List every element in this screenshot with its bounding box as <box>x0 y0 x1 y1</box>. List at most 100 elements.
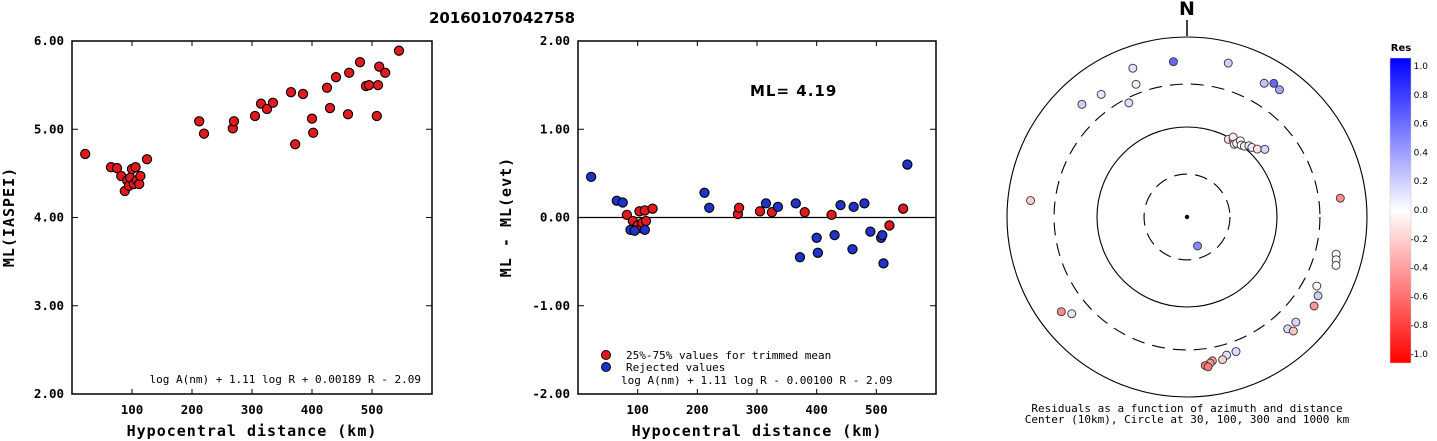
data-point <box>585 171 597 183</box>
x-axis-label: Hypocentral distance (km) <box>127 422 378 440</box>
distance-rings <box>1006 36 1368 398</box>
x-tick-label: 100 <box>626 402 649 417</box>
data-point <box>393 45 405 56</box>
distance-ring <box>1143 173 1231 261</box>
data-point <box>324 102 336 114</box>
data-point <box>306 113 318 124</box>
data-point <box>261 103 273 115</box>
legend-label-rejected: Rejected values <box>626 361 725 374</box>
residual-point <box>1291 317 1301 327</box>
residual-point <box>1288 326 1298 336</box>
formula-annotation: log A(nm) + 1.11 log R - 0.00100 R - 2.0… <box>621 374 893 387</box>
residual-point <box>1313 291 1323 301</box>
residual-point <box>1203 362 1213 372</box>
x-axis-label: Hypocentral distance (km) <box>632 422 883 440</box>
legend-marker-trimmed <box>601 350 611 360</box>
data-point <box>354 57 366 68</box>
residual-point <box>1309 301 1319 311</box>
epicenter-marker <box>1184 214 1190 220</box>
colorbar-gradient <box>1389 57 1412 364</box>
y-axis-label: ML - ML(evt) <box>497 157 515 277</box>
data-point <box>297 88 309 100</box>
data-point <box>699 187 710 198</box>
residual-point <box>1260 144 1270 154</box>
data-point <box>621 209 633 221</box>
colorbar-tick-label: 0.4 <box>1414 148 1429 158</box>
residual-point <box>1231 347 1241 357</box>
panel-ml-vs-distance: 100 200 300 400 500 2.00 3.00 4.00 5.00 6.00 log… <box>0 33 433 440</box>
residual-point <box>1269 78 1279 88</box>
data-point <box>835 199 846 211</box>
data-point <box>884 220 895 231</box>
legend-label-trimmed: 25%-75% values for trimmed mean <box>626 349 831 362</box>
data-point <box>371 110 382 122</box>
y-tick-label: 5.00 <box>34 121 64 136</box>
data-points <box>80 45 405 197</box>
data-point <box>877 229 888 241</box>
data-point <box>865 226 876 237</box>
data-point <box>130 162 141 173</box>
x-tick-label: 300 <box>746 402 769 417</box>
residual-point <box>1223 58 1233 68</box>
data-points <box>585 159 913 269</box>
colorbar-tick-label: -0.2 <box>1410 235 1428 245</box>
data-points <box>1026 57 1345 372</box>
panel-ml-residuals: 100 200 300 400 500 -2.00 -1.00 0.00 1.00 2.00 M… <box>497 33 937 440</box>
data-point <box>754 206 766 217</box>
residual-point <box>1128 63 1138 73</box>
data-point <box>321 82 333 93</box>
data-point <box>811 232 822 243</box>
data-point <box>772 201 784 213</box>
colorbar-tick-label: -0.4 <box>1410 264 1428 274</box>
x-tick-label: 200 <box>686 402 709 417</box>
y-tick-label: 0.00 <box>540 210 570 225</box>
data-point <box>342 109 354 120</box>
ml-value-label: ML= 4.19 <box>750 82 837 100</box>
data-point <box>799 207 810 218</box>
y-tick-label: 2.00 <box>34 386 64 401</box>
residual-point <box>1259 78 1269 88</box>
data-point <box>859 198 870 209</box>
y-axis-label: ML(IASPEI) <box>0 167 18 267</box>
data-point <box>141 154 153 165</box>
data-point <box>285 87 297 98</box>
residual-point <box>1124 98 1134 108</box>
colorbar: Res 1.0 0.8 0.6 0.4 0.2 0.0 -0.2 -0.4 -0.6 -0.8 -1… <box>1389 43 1429 364</box>
data-point <box>847 244 858 255</box>
data-point <box>898 203 909 214</box>
data-point <box>111 162 123 174</box>
data-point <box>374 61 385 72</box>
data-point <box>228 116 240 127</box>
distance-ring <box>1053 83 1321 351</box>
plot-frame <box>71 40 433 395</box>
data-point <box>249 110 261 122</box>
data-point <box>826 209 837 221</box>
figure-title: 20160107042758 <box>429 9 575 27</box>
residual-point <box>1218 355 1228 365</box>
data-point <box>812 247 824 258</box>
data-point <box>794 252 806 263</box>
colorbar-tick-label: 0.8 <box>1414 91 1429 101</box>
north-label: N <box>1179 0 1195 20</box>
data-point <box>733 202 745 213</box>
data-point <box>647 203 658 214</box>
data-point <box>848 201 859 213</box>
data-point <box>363 79 375 91</box>
residual-point <box>1067 309 1077 319</box>
data-point <box>640 215 652 227</box>
data-point <box>290 139 301 150</box>
data-point <box>629 225 640 236</box>
y-tick-label: 4.00 <box>34 210 64 225</box>
colorbar-tick-label: 0.2 <box>1414 177 1428 187</box>
y-tick-label: -2.00 <box>532 386 570 401</box>
y-axis-ticks: 2.00 3.00 4.00 5.00 6.00 <box>34 33 432 401</box>
residual-point <box>1168 57 1178 67</box>
x-tick-label: 500 <box>865 402 888 417</box>
caption-line-2: Center (10km), Circle at 30, 100, 300 an… <box>1025 413 1350 426</box>
residual-point <box>1252 144 1262 154</box>
residual-point <box>1193 241 1202 251</box>
data-point <box>80 148 91 160</box>
residual-point <box>1312 281 1322 291</box>
caption-line-1: Residuals as a function of azimuth and d… <box>1031 402 1342 415</box>
